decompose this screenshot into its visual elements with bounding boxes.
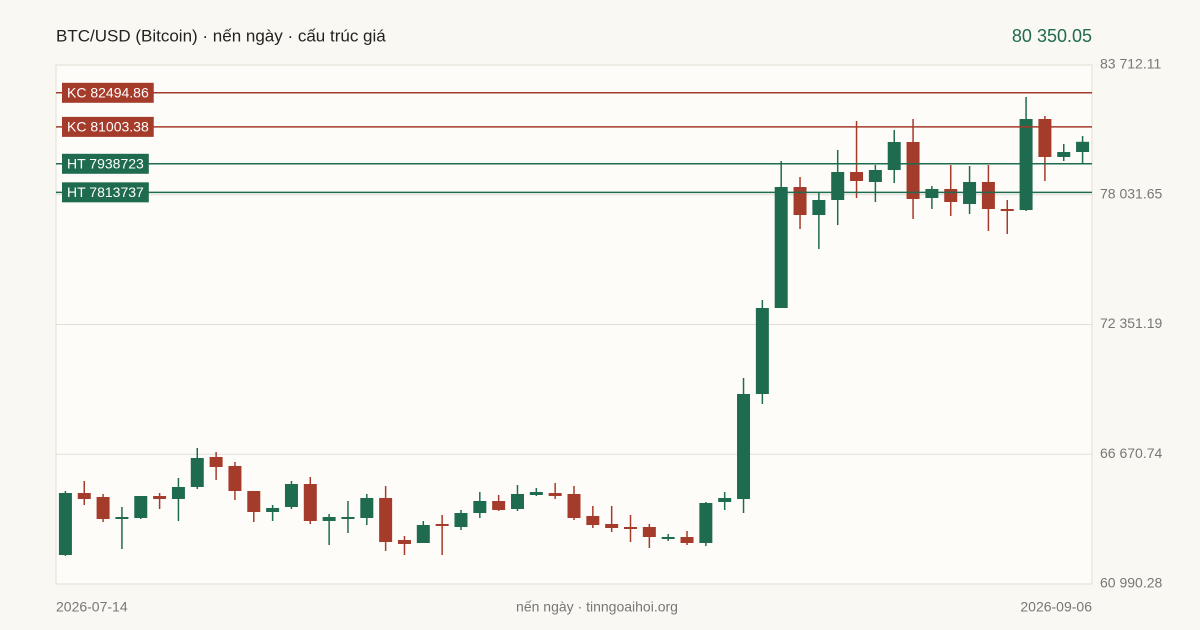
candle-body	[134, 495, 148, 518]
candle-body	[944, 188, 958, 203]
candle-body	[868, 170, 882, 182]
candle-body	[548, 493, 562, 496]
candle-body	[1038, 118, 1052, 157]
candle-body	[284, 484, 298, 507]
candle-body	[153, 495, 167, 499]
level-label-box	[62, 116, 154, 137]
candle-body	[812, 199, 826, 216]
candle-body	[303, 484, 317, 521]
candle-body	[1057, 152, 1071, 157]
candle-body	[887, 142, 901, 171]
x-tick-label: 2026-07-14	[56, 599, 128, 615]
candle-body	[266, 507, 280, 512]
candle-body	[379, 497, 393, 543]
candle-body	[906, 142, 920, 199]
y-tick-label: 66 670.74	[1100, 445, 1162, 461]
candle-body	[586, 515, 600, 526]
level-label: HT 7938723	[67, 155, 144, 171]
candle-body	[850, 171, 864, 181]
candle-body	[492, 501, 506, 511]
candle-body	[718, 497, 732, 503]
candle-body	[360, 497, 374, 518]
y-tick-label: 72 351.19	[1100, 315, 1162, 331]
candle-body	[115, 516, 129, 519]
level-label: HT 7813737	[67, 184, 144, 200]
y-tick-label: 60 990.28	[1100, 575, 1162, 591]
candle-body	[209, 456, 223, 467]
candle-body	[247, 490, 261, 512]
candle-body	[58, 493, 72, 555]
level-label-box	[62, 82, 154, 103]
candle-body	[435, 524, 449, 526]
candle-body	[737, 393, 751, 499]
candle-body	[774, 186, 788, 308]
candle-body	[341, 516, 355, 519]
candle-body	[228, 465, 242, 491]
candle-body	[605, 524, 619, 528]
candle-body	[755, 307, 769, 394]
candle-body	[510, 493, 524, 509]
level-label-box	[62, 153, 149, 174]
candle-body	[529, 492, 543, 495]
y-tick-label: 83 712.11	[1100, 56, 1161, 72]
candle-body	[416, 525, 430, 544]
chart-title: BTC/USD (Bitcoin) · nến ngày · cấu trúc …	[56, 26, 386, 45]
level-label: KC 81003.38	[67, 119, 149, 135]
candle-body	[831, 171, 845, 200]
candle-body	[473, 501, 487, 513]
candle-body	[454, 512, 468, 527]
candle-body	[699, 502, 713, 544]
level-label: KC 82494.86	[67, 85, 149, 101]
candle-body	[567, 493, 581, 518]
candle-body	[397, 539, 411, 544]
candle-body	[171, 486, 185, 499]
candle-body	[624, 526, 638, 530]
footer: nến ngày · tinngoaihoi.org	[516, 599, 678, 615]
x-tick-label: 2026-09-06	[1020, 599, 1092, 615]
candle-body	[190, 457, 204, 487]
candle-body	[642, 526, 656, 537]
candle-body	[981, 181, 995, 209]
candle-body	[96, 497, 110, 519]
level-label-box	[62, 182, 149, 203]
candle-body	[1000, 208, 1014, 212]
candle-body	[322, 516, 336, 521]
candle-body	[793, 186, 807, 216]
candle-body	[925, 188, 939, 198]
last-price: 80 350.05	[1012, 26, 1092, 46]
candle-body	[1076, 141, 1090, 153]
candle-body	[77, 493, 91, 499]
y-tick-label: 78 031.65	[1100, 185, 1162, 201]
candle-body	[661, 536, 675, 539]
candle-body	[680, 536, 694, 544]
